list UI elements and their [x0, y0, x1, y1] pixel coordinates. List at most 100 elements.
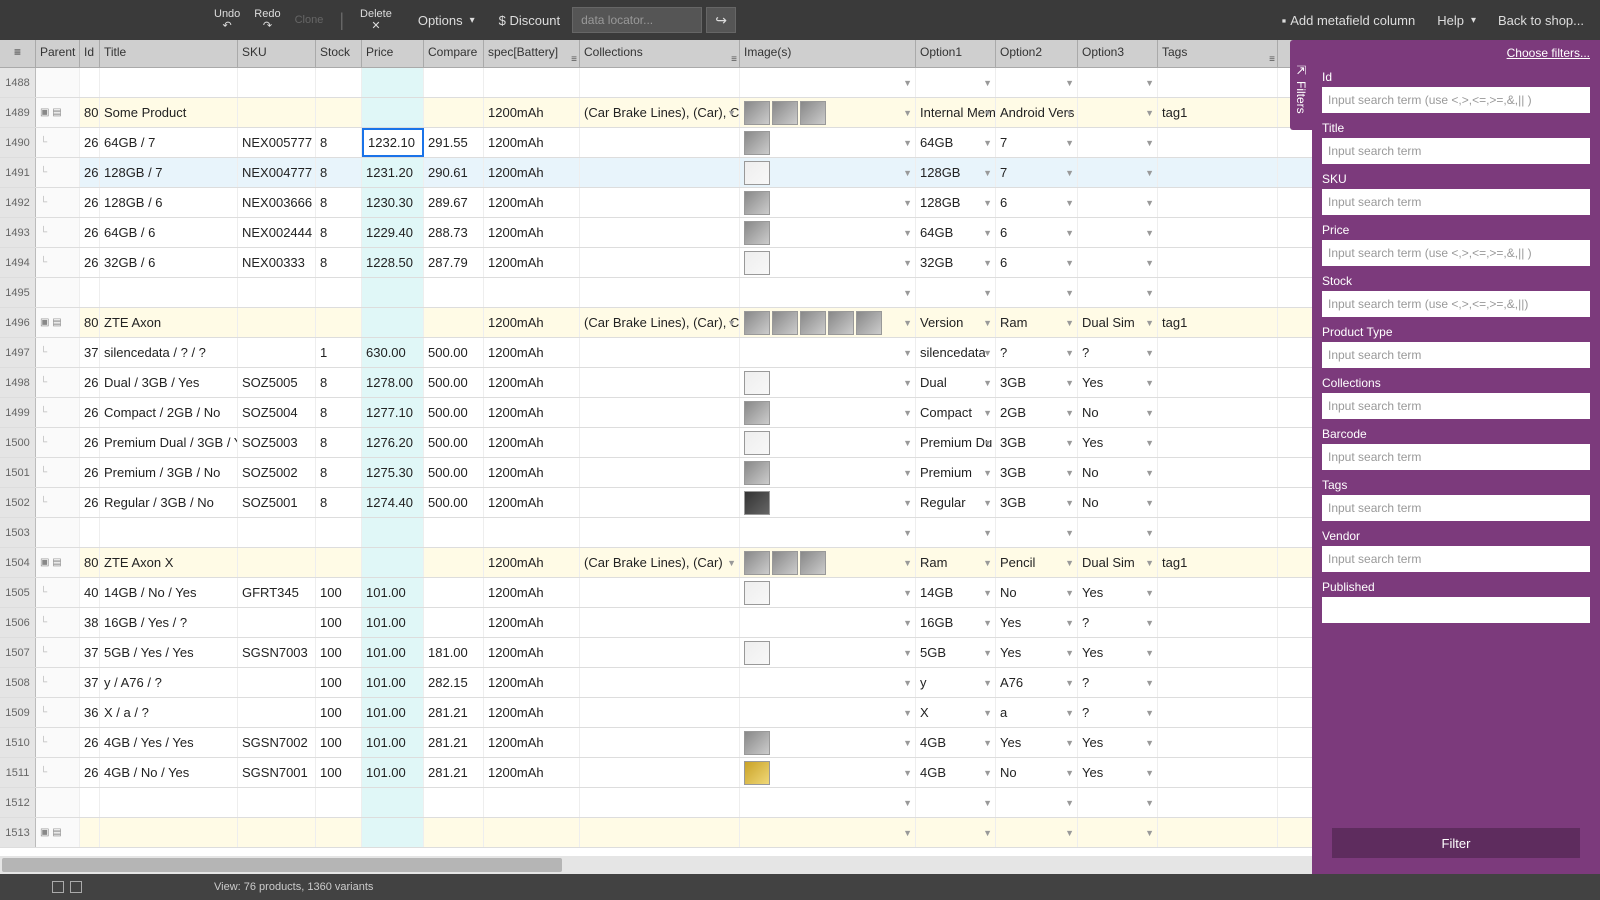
filter-input-product-type[interactable] [1322, 342, 1590, 368]
cell-option1[interactable]: Regular▼ [916, 488, 996, 517]
row-number[interactable]: 1513 [0, 818, 36, 847]
col-compare[interactable]: Compare [424, 40, 484, 67]
dropdown-icon[interactable]: ▼ [903, 528, 912, 538]
tree-cell[interactable] [36, 68, 80, 97]
cell-images[interactable]: ▼ [740, 758, 916, 787]
cell-option1[interactable]: Dual▼ [916, 368, 996, 397]
cell-id[interactable] [80, 278, 100, 307]
table-row[interactable]: 1509└36X / a / ?100101.00281.211200mAh▼X… [0, 698, 1312, 728]
dropdown-icon[interactable]: ▼ [1145, 618, 1154, 628]
cell-sku[interactable] [238, 698, 316, 727]
cell-option2[interactable]: 3GB▼ [996, 488, 1078, 517]
dropdown-icon[interactable]: ▼ [1145, 678, 1154, 688]
col-spec[interactable]: spec[Battery]≡ [484, 40, 580, 67]
cell-compare[interactable]: 291.55 [424, 128, 484, 157]
cell-spec[interactable]: 1200mAh [484, 308, 580, 337]
cell-spec[interactable]: 1200mAh [484, 458, 580, 487]
tree-cell[interactable]: └ [36, 158, 80, 187]
cell-option3[interactable]: No▼ [1078, 458, 1158, 487]
cell-stock[interactable]: 8 [316, 398, 362, 427]
cell-sku[interactable]: NEX004777 [238, 158, 316, 187]
image-thumbnail[interactable] [800, 311, 826, 335]
view-icon-1[interactable] [52, 881, 64, 893]
image-thumbnail[interactable] [744, 371, 770, 395]
table-row[interactable]: 1506└3816GB / Yes / ?100101.001200mAh▼16… [0, 608, 1312, 638]
undo-button[interactable]: Undo ↶ [214, 8, 240, 32]
cell-option1[interactable]: ▼ [916, 788, 996, 817]
cell-title[interactable] [100, 818, 238, 847]
cell-spec[interactable]: 1200mAh [484, 698, 580, 727]
cell-images[interactable]: ▼ [740, 638, 916, 667]
cell-images[interactable]: ▼ [740, 728, 916, 757]
image-thumbnail[interactable] [744, 101, 770, 125]
col-parent[interactable]: Parent [36, 40, 80, 67]
cell-sku[interactable]: NEX002444 [238, 218, 316, 247]
cell-images[interactable]: ▼ [740, 518, 916, 547]
cell-price[interactable] [362, 278, 424, 307]
cell-stock[interactable]: 100 [316, 578, 362, 607]
cell-option2[interactable]: a▼ [996, 698, 1078, 727]
cell-tags[interactable] [1158, 518, 1278, 547]
cell-option2[interactable]: Pencil▼ [996, 548, 1078, 577]
cell-id[interactable]: 26 [80, 428, 100, 457]
cell-stock[interactable] [316, 548, 362, 577]
cell-title[interactable]: ZTE Axon X [100, 548, 238, 577]
cell-spec[interactable]: 1200mAh [484, 608, 580, 637]
dropdown-icon[interactable]: ▼ [1065, 618, 1074, 628]
cell-option1[interactable]: 64GB▼ [916, 128, 996, 157]
cell-id[interactable]: 80 [80, 98, 100, 127]
row-number[interactable]: 1509 [0, 698, 36, 727]
tree-cell[interactable]: └ [36, 698, 80, 727]
image-thumbnail[interactable] [856, 311, 882, 335]
cell-option3[interactable]: Yes▼ [1078, 368, 1158, 397]
dropdown-icon[interactable]: ▼ [1145, 318, 1154, 328]
dropdown-icon[interactable]: ▼ [903, 828, 912, 838]
cell-collections[interactable] [580, 608, 740, 637]
image-thumbnail[interactable] [744, 461, 770, 485]
filter-input-vendor[interactable] [1322, 546, 1590, 572]
cell-collections[interactable] [580, 578, 740, 607]
cell-option3[interactable]: ▼ [1078, 128, 1158, 157]
col-id[interactable]: Id [80, 40, 100, 67]
dropdown-icon[interactable]: ▼ [983, 828, 992, 838]
dropdown-icon[interactable]: ▼ [1065, 288, 1074, 298]
cell-option2[interactable]: Android Vers▼ [996, 98, 1078, 127]
cell-stock[interactable]: 8 [316, 158, 362, 187]
cell-compare[interactable] [424, 518, 484, 547]
row-number[interactable]: 1497 [0, 338, 36, 367]
cell-title[interactable]: X / a / ? [100, 698, 238, 727]
dropdown-icon[interactable]: ▼ [903, 258, 912, 268]
cell-option1[interactable]: X▼ [916, 698, 996, 727]
cell-sku[interactable]: SOZ5001 [238, 488, 316, 517]
cell-id[interactable]: 26 [80, 158, 100, 187]
cell-price[interactable]: 101.00 [362, 698, 424, 727]
cell-collections[interactable] [580, 128, 740, 157]
tree-cell[interactable]: └ [36, 428, 80, 457]
dropdown-icon[interactable]: ▼ [903, 288, 912, 298]
cell-option2[interactable]: ▼ [996, 278, 1078, 307]
cell-compare[interactable]: 500.00 [424, 458, 484, 487]
cell-option3[interactable]: ?▼ [1078, 608, 1158, 637]
cell-id[interactable] [80, 68, 100, 97]
dropdown-icon[interactable]: ▼ [903, 378, 912, 388]
dropdown-icon[interactable]: ▼ [983, 198, 992, 208]
cell-price[interactable]: 1231.20 [362, 158, 424, 187]
cell-compare[interactable]: 500.00 [424, 368, 484, 397]
cell-sku[interactable] [238, 668, 316, 697]
cell-stock[interactable] [316, 788, 362, 817]
cell-option2[interactable]: Yes▼ [996, 638, 1078, 667]
cell-title[interactable]: silencedata / ? / ? [100, 338, 238, 367]
cell-images[interactable]: ▼ [740, 188, 916, 217]
image-thumbnail[interactable] [744, 401, 770, 425]
dropdown-icon[interactable]: ▼ [983, 318, 992, 328]
cell-sku[interactable] [238, 68, 316, 97]
cell-compare[interactable] [424, 548, 484, 577]
cell-sku[interactable]: NEX005777 [238, 128, 316, 157]
table-row[interactable]: 1508└37y / A76 / ?100101.00282.151200mAh… [0, 668, 1312, 698]
tree-cell[interactable]: └ [36, 638, 80, 667]
dropdown-icon[interactable]: ▼ [903, 228, 912, 238]
dropdown-icon[interactable]: ▼ [1145, 288, 1154, 298]
cell-price[interactable]: 1228.50 [362, 248, 424, 277]
cell-title[interactable]: Regular / 3GB / No [100, 488, 238, 517]
cell-spec[interactable]: 1200mAh [484, 758, 580, 787]
